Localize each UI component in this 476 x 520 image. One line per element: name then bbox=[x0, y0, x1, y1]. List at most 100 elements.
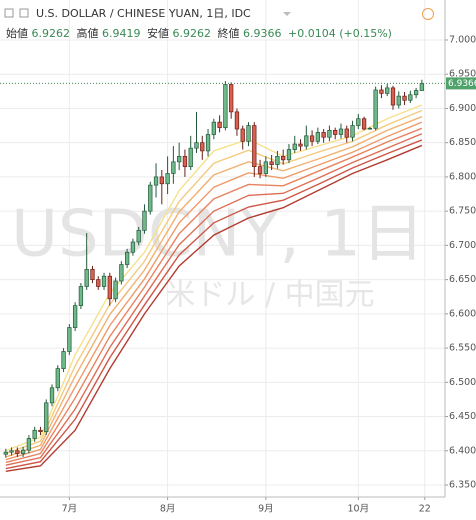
candle-body bbox=[217, 121, 222, 128]
ribbon-line bbox=[5, 139, 423, 470]
candle-body bbox=[136, 229, 141, 243]
candle-body bbox=[124, 251, 130, 265]
candle-body bbox=[344, 128, 349, 138]
candle-body bbox=[419, 83, 425, 91]
candle-body bbox=[211, 121, 216, 135]
candle-body bbox=[275, 156, 280, 165]
menu-icon[interactable] bbox=[4, 8, 14, 18]
candle-body bbox=[321, 132, 326, 138]
candle-body bbox=[298, 143, 303, 147]
candle-body bbox=[61, 351, 66, 369]
ribbon-line bbox=[5, 127, 423, 464]
candle-body bbox=[84, 268, 89, 287]
dropdown-icon[interactable] bbox=[283, 12, 291, 16]
candle-body bbox=[194, 142, 199, 149]
candle-body bbox=[32, 429, 37, 439]
ribbon-line bbox=[5, 109, 423, 455]
candle-body bbox=[148, 184, 153, 212]
info-icon[interactable] bbox=[422, 8, 434, 20]
y-tick-label: 6.8000 bbox=[449, 171, 476, 182]
candle-body bbox=[188, 147, 193, 167]
candle-body bbox=[182, 156, 188, 167]
candle-body bbox=[269, 161, 274, 165]
candle-body bbox=[15, 450, 20, 454]
menu-icon[interactable] bbox=[19, 8, 29, 18]
candle-body bbox=[327, 130, 332, 138]
candle-body bbox=[101, 275, 107, 287]
change: +0.0104 bbox=[288, 27, 336, 40]
candle-body bbox=[304, 135, 309, 147]
y-tick-label: 7.0000 bbox=[449, 34, 476, 45]
y-tick-label: 6.9500 bbox=[449, 69, 476, 80]
candle-body bbox=[402, 95, 407, 101]
candle-body bbox=[379, 89, 384, 94]
candle-body bbox=[373, 89, 378, 129]
candle-body bbox=[78, 286, 84, 306]
candle-body bbox=[333, 130, 338, 135]
candle-body bbox=[26, 438, 32, 451]
y-tick-label: 6.5500 bbox=[449, 343, 476, 354]
x-tick-label: 8月 bbox=[160, 504, 176, 515]
candle-body bbox=[171, 161, 176, 174]
candle-body bbox=[96, 279, 101, 287]
candle-body bbox=[20, 449, 26, 454]
candle-body bbox=[67, 327, 72, 352]
candle-body bbox=[3, 451, 8, 455]
last-price-box bbox=[446, 77, 476, 90]
change-pct: (+0.15%) bbox=[339, 27, 392, 40]
high-value: 6.9419 bbox=[102, 27, 141, 40]
candle-body bbox=[281, 156, 286, 161]
ohlc-header: 始値 6.9262 高値 6.9419 安値 6.9262 終値 6.9366 … bbox=[6, 26, 392, 40]
candle-body bbox=[408, 94, 413, 101]
x-tick-label: 22 bbox=[419, 504, 431, 515]
candle-body bbox=[205, 134, 211, 152]
candle-body bbox=[165, 173, 170, 185]
candle-body bbox=[315, 132, 321, 142]
ribbon-line bbox=[5, 144, 423, 473]
low-label: 安値 bbox=[147, 26, 169, 40]
candle-body bbox=[72, 305, 78, 328]
candle-body bbox=[113, 280, 118, 300]
candle-body bbox=[130, 241, 136, 253]
candle-body bbox=[142, 210, 147, 231]
candle-body bbox=[38, 429, 43, 432]
candle-body bbox=[153, 176, 159, 186]
y-tick-label: 6.6500 bbox=[449, 274, 476, 285]
y-tick-label: 6.8500 bbox=[449, 137, 476, 148]
y-tick-label: 6.7000 bbox=[449, 240, 476, 251]
candle-body bbox=[396, 95, 401, 106]
candle-body bbox=[90, 268, 95, 280]
candle-body bbox=[257, 166, 263, 174]
high-label: 高値 bbox=[77, 26, 99, 40]
candle-body bbox=[356, 118, 361, 126]
watermark-sub: 米ドル / 中国元 bbox=[165, 278, 374, 313]
candle-body bbox=[55, 368, 60, 389]
candle-body bbox=[292, 143, 297, 150]
open-value: 6.9262 bbox=[32, 27, 71, 40]
candle-body bbox=[119, 264, 124, 282]
candle-body bbox=[9, 450, 14, 453]
low-value: 6.9262 bbox=[173, 27, 212, 40]
candle-body bbox=[286, 149, 292, 161]
candle-body bbox=[413, 90, 419, 96]
candle-body bbox=[49, 387, 55, 404]
candle-body bbox=[350, 125, 355, 138]
ribbon-line bbox=[5, 116, 423, 458]
candle-body bbox=[44, 402, 49, 432]
close-label: 終値 bbox=[218, 26, 240, 40]
candle-body bbox=[338, 128, 344, 135]
ribbon-line bbox=[5, 121, 423, 461]
candle-body bbox=[229, 84, 234, 113]
last-price-label: 6.9366 bbox=[448, 79, 476, 89]
candle-body bbox=[361, 118, 367, 130]
y-tick-label: 6.4500 bbox=[449, 411, 476, 422]
chart-title: U.S. DOLLAR / CHINESE YUAN, 1日, IDC bbox=[36, 7, 251, 20]
y-tick-label: 6.7500 bbox=[449, 206, 476, 217]
x-tick-label: 10月 bbox=[348, 504, 370, 515]
y-tick-label: 6.9000 bbox=[449, 103, 476, 114]
candle-body bbox=[367, 127, 373, 130]
ribbon-line bbox=[5, 133, 423, 466]
candle-body bbox=[385, 87, 390, 94]
